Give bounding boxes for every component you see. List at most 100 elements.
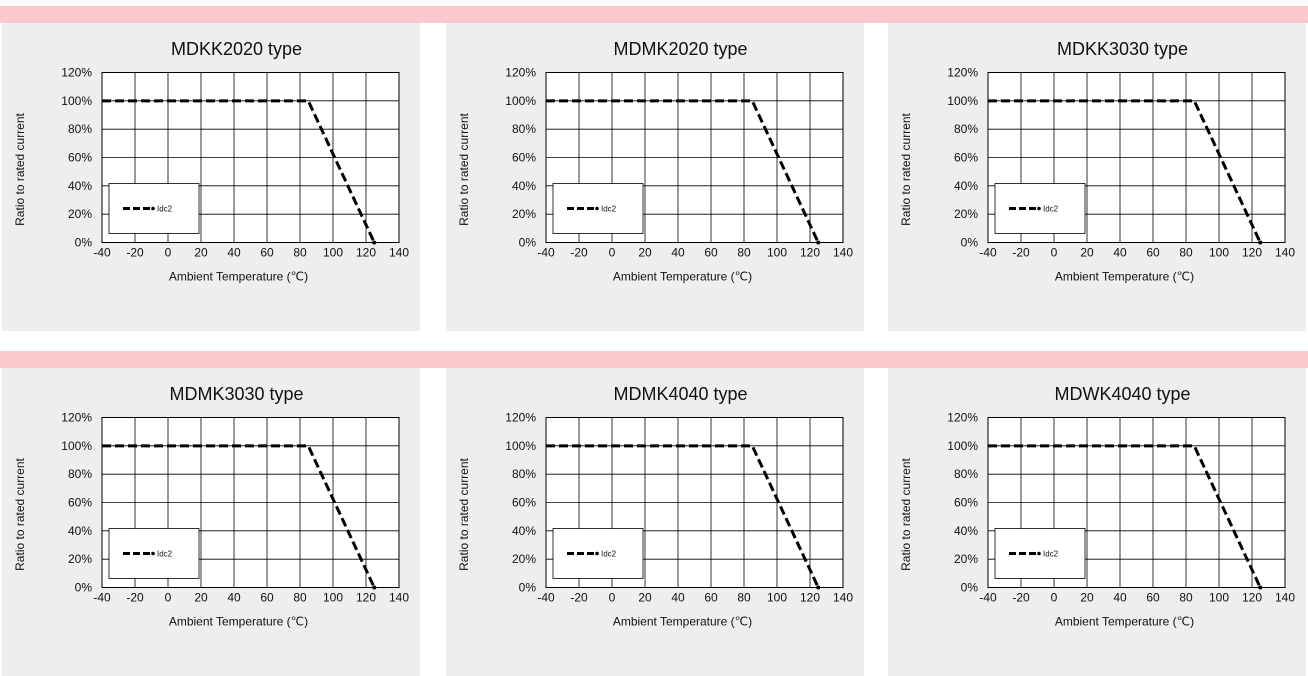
x-tick-label: 60 xyxy=(1146,591,1160,605)
x-tick-label: 80 xyxy=(293,246,307,260)
y-tick-label: 80% xyxy=(954,467,978,481)
y-tick-label: 0% xyxy=(961,581,979,595)
x-tick-label: 0 xyxy=(1051,591,1058,605)
x-tick-label: -40 xyxy=(537,591,555,605)
chart-title: MDKK3030 type xyxy=(1057,39,1188,59)
y-tick-label: 0% xyxy=(75,236,93,250)
y-tick-label: 100% xyxy=(947,94,978,108)
chart-title: MDWK4040 type xyxy=(1054,384,1190,404)
series-end-point xyxy=(816,240,821,245)
series-line-idc2 xyxy=(988,444,1262,589)
chart-title: MDMK3030 type xyxy=(169,384,303,404)
plot-border xyxy=(101,417,400,588)
x-axis-label: Ambient Temperature (℃) xyxy=(169,615,308,629)
legend-label: Idc2 xyxy=(157,550,173,559)
x-tick-label: -20 xyxy=(1012,591,1030,605)
x-tick-label: 140 xyxy=(833,591,853,605)
x-tick-label: -20 xyxy=(126,246,144,260)
header-band-top xyxy=(0,6,1308,23)
x-tick-label: -40 xyxy=(93,591,111,605)
plot-border xyxy=(101,72,400,243)
y-tick-label: 60% xyxy=(68,496,92,510)
x-tick-label: 100 xyxy=(1209,591,1229,605)
y-tick-label: 60% xyxy=(512,151,536,165)
y-tick-label: 0% xyxy=(519,236,537,250)
x-tick-label: -40 xyxy=(979,246,997,260)
y-tick-label: 80% xyxy=(68,122,92,136)
x-tick-label: 60 xyxy=(704,246,718,260)
x-tick-label: -20 xyxy=(570,246,588,260)
chart-svg: MDMK4040 type -40 -20 0 20 40 60 80 100 120 140 0% 2… xyxy=(457,384,853,629)
x-tick-label: -20 xyxy=(126,591,144,605)
x-tick-label: -20 xyxy=(570,591,588,605)
chart-panel-6: MDWK4040 type -40 -20 0 20 40 60 80 100 120 140 0% 2… xyxy=(888,368,1306,676)
y-tick-label: 80% xyxy=(68,467,92,481)
legend-label: Idc2 xyxy=(601,550,617,559)
chart-svg: MDKK2020 type -40 -20 0 20 40 60 80 100 120 140 0% 2… xyxy=(13,39,409,284)
x-tick-label: 40 xyxy=(671,591,685,605)
y-tick-label: 60% xyxy=(512,496,536,510)
plot-border xyxy=(987,417,1286,588)
chart-title: MDMK2020 type xyxy=(613,39,747,59)
y-tick-label: 60% xyxy=(954,496,978,510)
x-tick-label: 120 xyxy=(1242,246,1262,260)
series-line-idc2 xyxy=(102,99,376,244)
y-tick-label: 0% xyxy=(75,581,93,595)
legend-label: Idc2 xyxy=(1043,550,1059,559)
y-tick-label: 40% xyxy=(68,524,92,538)
x-tick-label: 120 xyxy=(800,591,820,605)
x-tick-label: 20 xyxy=(1080,246,1094,260)
x-tick-label: 100 xyxy=(323,246,343,260)
y-tick-label: 20% xyxy=(954,207,978,221)
y-axis-label: Ratio to rated current xyxy=(13,457,27,570)
chart-svg: MDMK3030 type -40 -20 0 20 40 60 80 100 120 140 0% 2… xyxy=(13,384,409,629)
legend-swatch-dot xyxy=(151,551,155,556)
y-axis-label: Ratio to rated current xyxy=(899,457,913,570)
x-axis-label: Ambient Temperature (℃) xyxy=(169,270,308,284)
x-tick-label: 80 xyxy=(737,246,751,260)
x-axis-label: Ambient Temperature (℃) xyxy=(613,615,752,629)
x-tick-label: 120 xyxy=(800,246,820,260)
x-tick-label: 140 xyxy=(1275,591,1295,605)
series-end-point xyxy=(816,585,821,590)
y-tick-label: 40% xyxy=(512,179,536,193)
x-tick-label: 20 xyxy=(638,591,652,605)
x-tick-label: 60 xyxy=(260,246,274,260)
plot-border xyxy=(545,417,844,588)
legend-swatch-dot xyxy=(151,206,155,211)
x-tick-label: 0 xyxy=(165,591,172,605)
x-tick-label: 0 xyxy=(609,591,616,605)
series-line-idc2 xyxy=(546,444,820,589)
y-tick-label: 20% xyxy=(512,552,536,566)
y-tick-label: 40% xyxy=(512,524,536,538)
chart-title: MDMK4040 type xyxy=(613,384,747,404)
x-tick-label: 120 xyxy=(356,246,376,260)
x-tick-label: 80 xyxy=(1179,591,1193,605)
x-tick-label: 140 xyxy=(389,246,409,260)
y-tick-label: 100% xyxy=(61,94,92,108)
x-tick-label: 140 xyxy=(389,591,409,605)
y-tick-label: 120% xyxy=(947,411,978,425)
y-tick-label: 80% xyxy=(512,122,536,136)
y-tick-label: 0% xyxy=(519,581,537,595)
x-tick-label: -40 xyxy=(979,591,997,605)
series-end-point xyxy=(372,240,377,245)
x-tick-label: 140 xyxy=(1275,246,1295,260)
x-tick-label: -20 xyxy=(1012,246,1030,260)
x-tick-label: 80 xyxy=(1179,246,1193,260)
x-tick-label: -40 xyxy=(537,246,555,260)
x-tick-label: -40 xyxy=(93,246,111,260)
series-end-point xyxy=(1258,240,1263,245)
y-axis-label: Ratio to rated current xyxy=(457,457,471,570)
y-tick-label: 80% xyxy=(954,122,978,136)
x-tick-label: 20 xyxy=(638,246,652,260)
x-tick-label: 140 xyxy=(833,246,853,260)
plot-border xyxy=(545,72,844,243)
y-tick-label: 120% xyxy=(505,411,536,425)
y-axis-label: Ratio to rated current xyxy=(899,112,913,225)
legend-swatch-dot xyxy=(1037,551,1041,556)
x-tick-label: 80 xyxy=(293,591,307,605)
x-tick-label: 100 xyxy=(1209,246,1229,260)
legend-label: Idc2 xyxy=(1043,205,1059,214)
chart-svg: MDMK2020 type -40 -20 0 20 40 60 80 100 120 140 0% 2… xyxy=(457,39,853,284)
